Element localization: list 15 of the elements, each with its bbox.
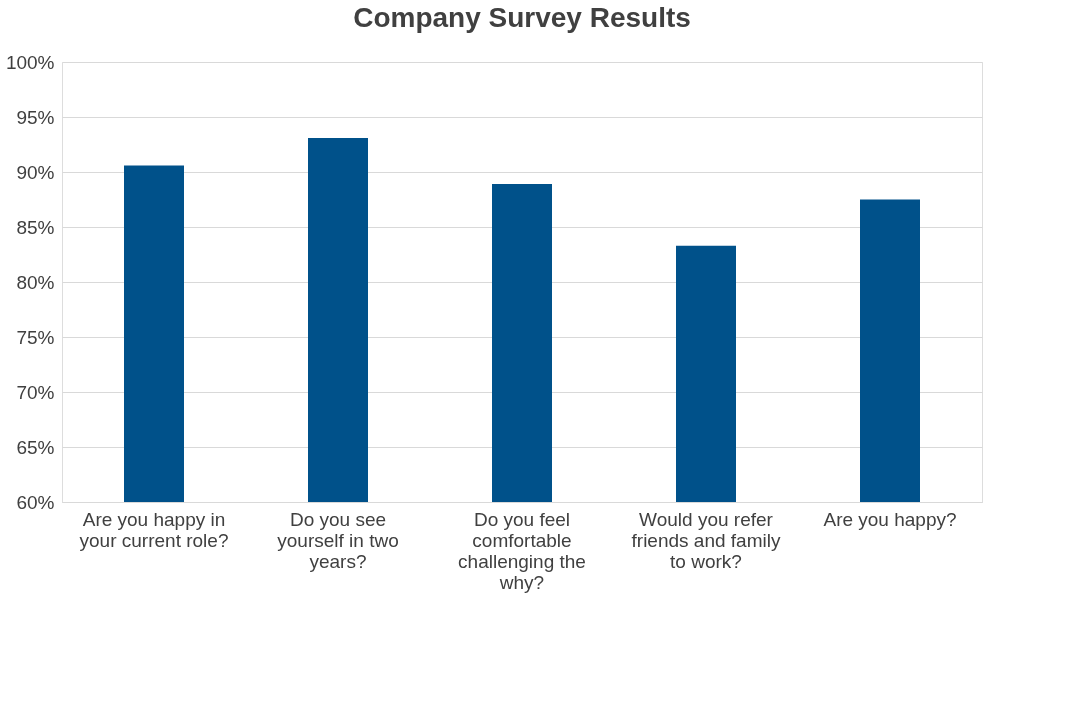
y-tick-label: 95% xyxy=(16,106,55,128)
chart-title: Company Survey Results xyxy=(353,2,691,33)
y-tick-label: 65% xyxy=(16,436,55,458)
y-tick-label: 80% xyxy=(16,271,55,293)
x-tick-label: Would you refer friends and family to work? xyxy=(631,508,781,572)
y-tick-label: 75% xyxy=(16,326,55,348)
x-tick-label: Do you feel comfortable challenging the why? xyxy=(458,508,586,593)
y-tick-label: 70% xyxy=(16,381,55,403)
x-tick-label: Are you happy? xyxy=(823,508,957,530)
y-tick-label: 60% xyxy=(16,491,55,513)
y-tick-label: 100% xyxy=(5,51,55,73)
x-tick-label: Do you see yourself in two years? xyxy=(277,508,399,572)
x-tick-label: Are you happy in your current role? xyxy=(79,508,229,551)
y-tick-label: 85% xyxy=(16,216,55,238)
y-tick-label: 90% xyxy=(16,161,55,183)
